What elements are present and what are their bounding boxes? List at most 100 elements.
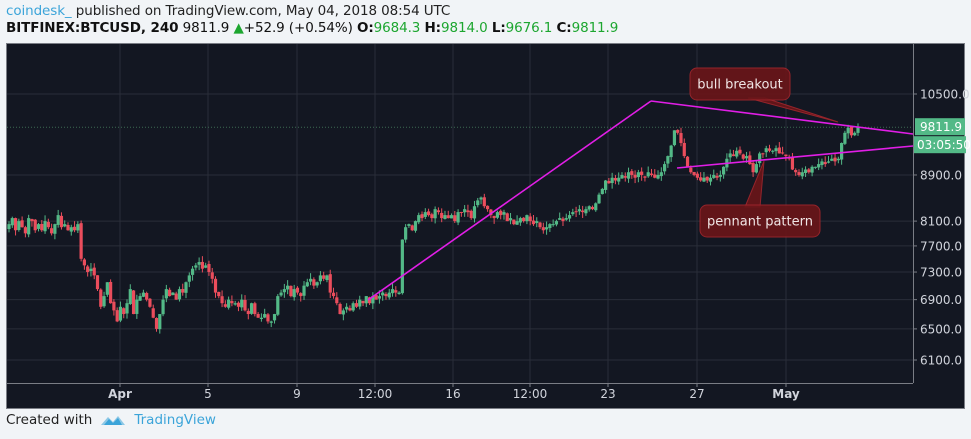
candle [817, 158, 821, 171]
candle [305, 278, 309, 288]
candle [656, 170, 660, 180]
candle [430, 212, 434, 222]
candle [190, 266, 195, 281]
candle [17, 218, 21, 232]
candle [807, 167, 811, 174]
candle [856, 123, 860, 136]
candle [535, 217, 539, 228]
last-price-badge-text: 9811.9 [920, 120, 962, 134]
time-tick-label: 5 [204, 387, 212, 401]
candle [623, 172, 627, 182]
candle [381, 289, 385, 301]
publisher-link[interactable]: coindesk_ [6, 3, 72, 19]
candle [27, 214, 31, 238]
candle [836, 156, 840, 164]
price-change: +52.9 (+0.54%) [243, 20, 353, 36]
candle [774, 145, 778, 157]
time-tick-label: 12:00 [513, 387, 548, 401]
candle [797, 169, 801, 177]
time-tick-label: 23 [600, 387, 615, 401]
candle [217, 291, 221, 299]
candle [223, 300, 227, 308]
candle [276, 294, 280, 317]
high-label: H: [424, 20, 441, 36]
close-label: C: [556, 20, 572, 36]
candle [771, 149, 775, 154]
candle [499, 209, 503, 220]
candle [328, 269, 332, 299]
price-tick-label: 6500.0 [920, 322, 962, 336]
candle [479, 196, 483, 205]
trendline-pennant-lower[interactable] [676, 145, 913, 169]
candle [754, 160, 758, 174]
candle [748, 151, 752, 165]
candle [682, 138, 686, 159]
callout-bull-breakout-text: bull breakout [697, 78, 782, 93]
callout-pennant-pattern[interactable]: pennant pattern [699, 160, 821, 238]
candle [63, 220, 67, 228]
candle [105, 282, 109, 297]
candle [66, 222, 70, 231]
up-arrow-icon: ▲ [233, 20, 244, 36]
open-value: 9684.3 [373, 20, 421, 36]
candle [826, 156, 831, 164]
time-tick-label: Apr [108, 387, 132, 401]
candle [361, 300, 365, 307]
candle [82, 258, 86, 270]
candle [161, 295, 165, 317]
candle [168, 287, 172, 297]
time-tick-label: 12:00 [358, 387, 393, 401]
candle [741, 153, 745, 161]
price-axis[interactable]: 10500.0 8900.0 8100.0 7700.0 7300.0 6900.0 650… [913, 88, 971, 368]
candle [456, 209, 460, 226]
callout-bull-breakout[interactable]: bull breakout [689, 67, 839, 123]
created-with-label: Created with [6, 412, 93, 428]
candle [125, 299, 129, 319]
candle [76, 221, 80, 234]
time-axis[interactable]: Apr 5 9 12:00 16 12:00 23 27 May [108, 383, 800, 401]
candle [672, 130, 677, 147]
countdown-badge-text: 03:05:50 [917, 138, 971, 152]
candle [443, 210, 447, 220]
candle [43, 215, 47, 234]
candle [436, 207, 441, 215]
candle [269, 320, 273, 328]
candle [253, 301, 257, 317]
candle [322, 271, 326, 282]
publish-info: coindesk_ published on TradingView.com, … [6, 3, 450, 19]
candle [210, 267, 214, 284]
candle [840, 142, 844, 165]
candle [508, 213, 513, 225]
candle [145, 291, 149, 302]
candle [515, 215, 519, 225]
candle [99, 288, 103, 310]
candle [128, 284, 132, 305]
candle [240, 294, 244, 311]
candle [525, 214, 529, 225]
candle [20, 216, 24, 228]
candle [413, 220, 418, 233]
candle [171, 292, 175, 296]
tradingview-link[interactable]: TradingView [134, 412, 216, 428]
price-tick-label: 7700.0 [920, 239, 962, 253]
candle [331, 287, 336, 299]
candle [308, 273, 313, 286]
candle [109, 279, 113, 304]
plot-area[interactable]: bull breakout pennant pattern [7, 44, 913, 383]
candle [40, 220, 44, 232]
candle [266, 313, 270, 324]
candle [312, 277, 316, 289]
candle [423, 208, 427, 220]
candle [164, 284, 168, 303]
candle [600, 187, 604, 195]
candle [92, 263, 96, 280]
candle [849, 126, 854, 138]
candle [722, 166, 726, 179]
trendline-rising-support[interactable] [367, 100, 652, 301]
candle [823, 156, 827, 167]
candle [295, 286, 300, 295]
trendline-pennant-upper[interactable] [650, 100, 913, 135]
candle [449, 213, 454, 219]
price-tick-label: 7300.0 [920, 266, 962, 280]
